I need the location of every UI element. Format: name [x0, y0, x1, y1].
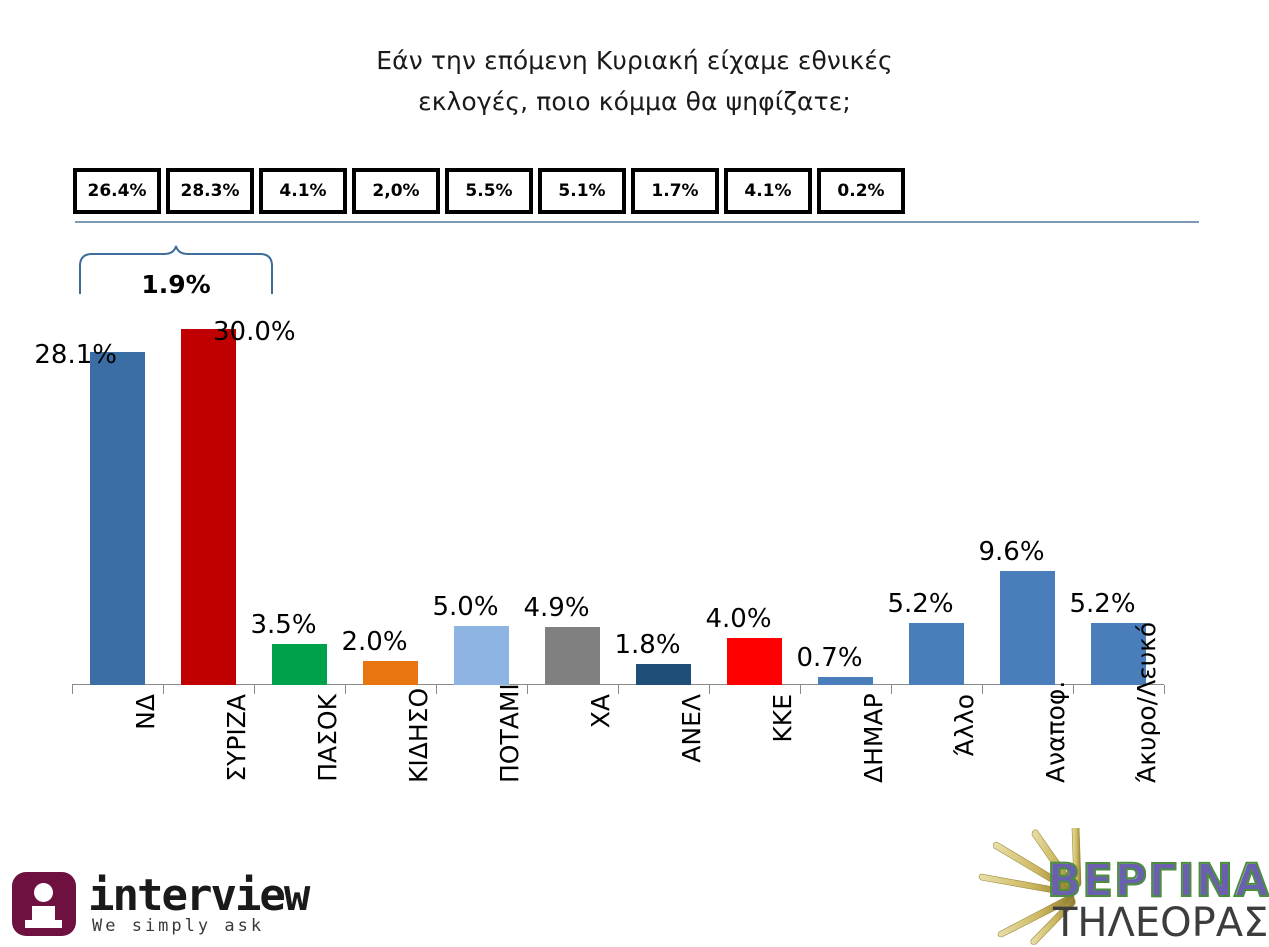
x-axis-tick [254, 685, 255, 694]
category-label-ΑΝΕΛ: ΑΝΕΛ [676, 694, 706, 763]
bar-value-label: 28.1% [34, 339, 117, 370]
info-icon-dot [34, 883, 53, 902]
x-axis-tick [891, 685, 892, 694]
bar-chart-plot: 28.1% 30.0% 3.5% 2.0% 5.0% 4.9% 1.8% 4.0% 0.7% 5.… [34, 315, 1165, 694]
bar-value-label: 9.6% [978, 537, 1045, 568]
x-axis-tick [72, 685, 73, 694]
bar-Άλλο[interactable] [909, 623, 964, 685]
x-axis-tick [1164, 685, 1165, 694]
divider-line [75, 221, 1199, 223]
bar-value-label: 5.0% [432, 591, 499, 622]
bar-Άκυρο/Λευκό[interactable] [1091, 623, 1146, 685]
bar-Αναποφ.[interactable] [1000, 571, 1055, 685]
x-axis-tick [800, 685, 801, 694]
bar-value-label: 2.0% [341, 627, 408, 658]
previous-result-box: 4.1% [724, 168, 812, 214]
category-label-ΣΥΡΙΖΑ: ΣΥΡΙΖΑ [221, 694, 251, 782]
category-label-ΚΙΔΗΣΟ: ΚΙΔΗΣΟ [403, 687, 433, 783]
vergina-tv-logo: ΒΕΡΓΙΝΑ ΤΗΛΕΟΡΑΣΗ [975, 828, 1269, 947]
category-label-ΧΑ: ΧΑ [585, 694, 615, 729]
bar-ΝΔ[interactable] [90, 351, 145, 685]
bar-group: 5.2% [887, 315, 982, 685]
x-axis-tick [527, 685, 528, 694]
bar-group: 0.7% [796, 315, 891, 685]
x-axis-tick [1073, 685, 1074, 694]
bar-ΔΗΜΑΡ[interactable] [818, 676, 873, 685]
previous-result-box: 5.5% [445, 168, 533, 214]
previous-result-box: 28.3% [166, 168, 254, 214]
bar-group: 1.8% [614, 315, 709, 685]
bar-value-label: 4.0% [705, 603, 772, 634]
category-label-ΠΟΤΑΜΙ: ΠΟΤΑΜΙ [494, 683, 524, 783]
vergina-sun-rays-icon [978, 828, 1082, 945]
category-label-Αναποφ.: Αναποφ. [1040, 680, 1070, 783]
x-axis-tick [618, 685, 619, 694]
previous-result-box: 1.7% [631, 168, 719, 214]
bar-group: 30.0% [163, 315, 296, 685]
x-axis-tick [709, 685, 710, 694]
previous-results-strip: 26.4% 28.3% 4.1% 2,0% 5.5% 5.1% 1.7% 4.1% 0.2% [73, 168, 905, 216]
bar-value-label: 0.7% [796, 642, 863, 673]
bar-ΚΙΔΗΣΟ[interactable] [363, 661, 418, 685]
previous-result-box: 26.4% [73, 168, 161, 214]
bar-group: 5.2% [1069, 315, 1164, 685]
bar-group: 3.5% [250, 315, 345, 685]
x-axis-tick [982, 685, 983, 694]
bar-ΠΟΤΑΜΙ[interactable] [454, 625, 509, 685]
bar-ΑΝΕΛ[interactable] [636, 663, 691, 685]
bar-value-label: 5.2% [887, 589, 954, 620]
bar-value-label: 30.0% [213, 317, 296, 348]
previous-result-box: 4.1% [259, 168, 347, 214]
category-label-ΔΗΜΑΡ: ΔΗΜΑΡ [858, 693, 888, 783]
interview-info-icon [12, 872, 76, 936]
x-axis-tick [163, 685, 164, 694]
category-label-ΝΔ: ΝΔ [130, 694, 160, 730]
bar-ΣΥΡΙΖΑ[interactable] [181, 329, 236, 685]
bar-value-label: 5.2% [1069, 589, 1136, 620]
x-axis-tick [345, 685, 346, 694]
category-label-Άκυρο/Λευκό: Άκυρο/Λευκό [1131, 621, 1161, 783]
interview-wordmark: interview [88, 870, 310, 921]
title-line-1: Εάν την επόμενη Κυριακή είχαμε εθνικές [376, 46, 893, 75]
bar-value-label: 1.8% [614, 629, 681, 660]
bar-ΧΑ[interactable] [545, 626, 600, 685]
interview-tagline: We simply ask [92, 916, 265, 936]
previous-result-box: 0.2% [817, 168, 905, 214]
swing-annotation: 1.9% [78, 244, 274, 306]
vergina-wordmark: ΒΕΡΓΙΝΑ [1046, 853, 1269, 908]
bar-value-label: 3.5% [250, 609, 317, 640]
bar-group: 5.0% [432, 315, 527, 685]
bar-group: 2.0% [341, 315, 436, 685]
bar-group: 28.1% [34, 315, 163, 685]
vergina-subtitle: ΤΗΛΕΟΡΑΣΗ [1053, 900, 1269, 946]
bar-value-label: 4.9% [523, 592, 590, 623]
curly-brace-icon [79, 245, 273, 294]
previous-result-box: 2,0% [352, 168, 440, 214]
swing-value: 1.9% [141, 270, 211, 299]
bar-ΠΑΣΟΚ[interactable] [272, 643, 327, 685]
title-line-2: εκλογές, ποιο κόμμα θα ψηφίζατε; [418, 87, 851, 116]
bar-ΚΚΕ[interactable] [727, 637, 782, 685]
interview-logo: interview We simply ask [12, 870, 310, 938]
x-axis-line [72, 684, 1164, 685]
category-label-ΚΚΕ: ΚΚΕ [767, 694, 797, 743]
info-icon-foot [25, 920, 62, 928]
bar-group: 4.9% [523, 315, 618, 685]
bar-group: 4.0% [705, 315, 800, 685]
bar-group: 9.6% [978, 315, 1073, 685]
page-title: Εάν την επόμενη Κυριακή είχαμε εθνικές ε… [0, 40, 1269, 122]
category-label-ΠΑΣΟΚ: ΠΑΣΟΚ [312, 694, 342, 782]
category-label-Άλλο: Άλλο [949, 694, 979, 757]
previous-result-box: 5.1% [538, 168, 626, 214]
x-axis-tick [436, 685, 437, 694]
